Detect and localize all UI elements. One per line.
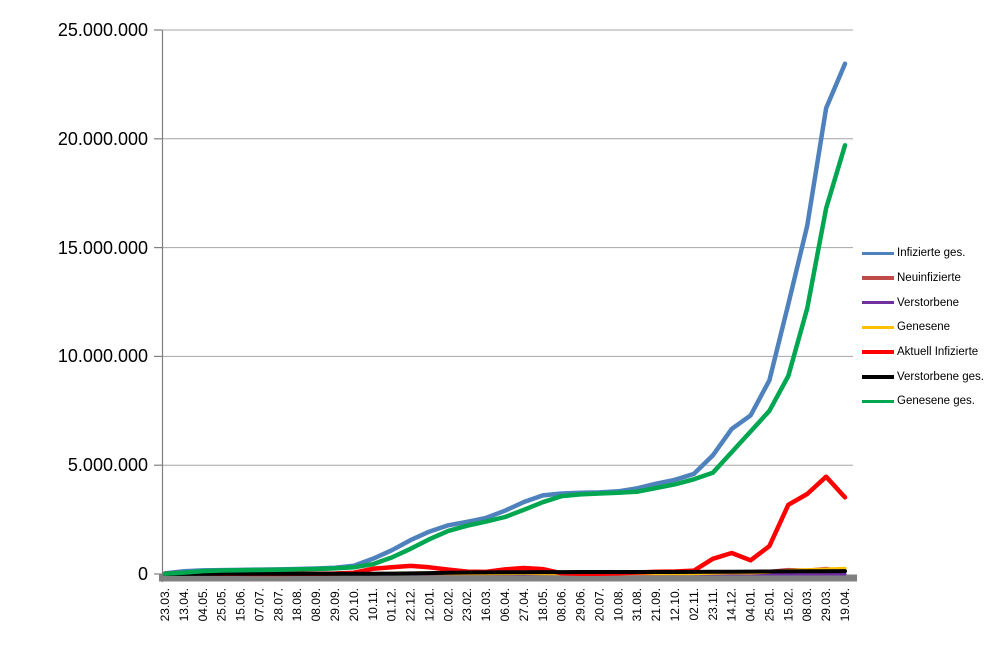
- x-axis-label: 08.09.: [309, 588, 323, 621]
- legend-label: Verstorbene: [897, 296, 960, 309]
- x-axis-bar: [159, 574, 857, 582]
- legend-swatch-line: [862, 375, 894, 379]
- x-axis-label: 02.02.: [441, 588, 455, 621]
- x-axis-label: 29.03.: [819, 588, 833, 621]
- legend-swatch-line: [862, 399, 894, 404]
- x-axis-label: 02.11.: [687, 588, 701, 620]
- x-axis-label: 08.03.: [800, 588, 814, 621]
- legend-item-infizierte-ges[interactable]: Infizierte ges.: [862, 241, 1006, 266]
- x-axis-label: 16.03.: [479, 588, 493, 621]
- series-line-infizierte-ges-: [162, 61, 848, 576]
- x-axis-label: 25.05.: [215, 588, 229, 621]
- x-axis-label: 04.05.: [196, 588, 210, 621]
- x-axis-label: 31.08.: [630, 588, 644, 621]
- y-axis-label: 0: [137, 564, 148, 584]
- legend-swatch-line: [862, 251, 894, 256]
- x-axis-label: 13.04.: [177, 588, 191, 621]
- x-axis-label: 15.06.: [234, 588, 248, 621]
- legend-swatch-line: [862, 325, 894, 330]
- x-axis-label: 18.05.: [536, 588, 550, 621]
- y-axis-label: 5.000.000: [67, 455, 148, 475]
- x-axis-label: 20.07.: [592, 588, 606, 621]
- legend-label: Infizierte ges.: [897, 247, 966, 260]
- x-axis-label: 04.01.: [744, 588, 758, 621]
- x-axis-label: 29.06.: [574, 588, 588, 621]
- legend-item-verstorbene[interactable]: Verstorbene: [862, 290, 1006, 315]
- x-axis-label: 19.04.: [838, 588, 852, 621]
- x-axis-label: 23.02.: [460, 588, 474, 621]
- legend-item-verstorbene-ges[interactable]: Verstorbene ges.: [862, 364, 1006, 389]
- series-line-genesene-ges-: [162, 143, 848, 576]
- x-axis-label: 12.01.: [422, 588, 436, 621]
- x-axis-label: 23.03.: [158, 588, 172, 621]
- legend-swatch-line: [862, 300, 894, 305]
- x-axis-label: 25.01.: [762, 588, 776, 621]
- legend-swatch-line: [862, 276, 894, 280]
- chart-legend: Infizierte ges. Neuinfizierte Verstorben…: [862, 241, 1006, 414]
- x-axis-label: 29.09.: [328, 588, 342, 621]
- legend-item-genesene[interactable]: Genesene: [862, 315, 1006, 340]
- x-axis-label: 18.08.: [290, 588, 304, 621]
- legend-item-neuinfizierte[interactable]: Neuinfizierte: [862, 266, 1006, 291]
- x-axis-label: 06.04.: [498, 588, 512, 621]
- legend-label: Genesene ges.: [897, 395, 976, 408]
- y-axis-label: 15.000.000: [57, 238, 148, 258]
- y-axis-label: 20.000.000: [57, 129, 148, 149]
- legend-item-aktuell-infizierte[interactable]: Aktuell Infizierte: [862, 340, 1006, 365]
- y-axis-label: 25.000.000: [57, 20, 148, 40]
- y-axis-label: 10.000.000: [57, 346, 148, 366]
- x-axis-label: 21.09.: [649, 588, 663, 621]
- legend-label: Neuinfizierte: [897, 272, 961, 285]
- series-line-verstorbene-ges-: [163, 569, 847, 576]
- x-axis-label: 10.11.: [366, 588, 380, 620]
- x-axis-label: 23.11.: [706, 588, 720, 620]
- legend-swatch-line: [862, 350, 894, 354]
- legend-label: Aktuell Infizierte: [897, 346, 979, 359]
- x-axis-label: 07.07.: [252, 588, 266, 621]
- legend-label: Verstorbene ges.: [897, 370, 984, 383]
- x-axis-label: 20.10.: [347, 588, 361, 621]
- x-axis-label: 12.10.: [668, 588, 682, 621]
- x-axis-label: 28.07.: [271, 588, 285, 621]
- x-axis-label: 27.04.: [517, 588, 531, 621]
- legend-label: Genesene: [897, 321, 951, 334]
- x-axis-label: 08.06.: [555, 588, 569, 621]
- legend-item-genesene-ges[interactable]: Genesene ges.: [862, 389, 1006, 414]
- x-axis-label: 01.12.: [385, 588, 399, 621]
- x-axis-label: 15.02.: [781, 588, 795, 621]
- x-axis-label: 14.12.: [725, 588, 739, 621]
- x-axis-label: 10.08.: [611, 588, 625, 621]
- series-line-aktuell-infizierte: [162, 474, 848, 577]
- x-axis-label: 22.12.: [404, 588, 418, 621]
